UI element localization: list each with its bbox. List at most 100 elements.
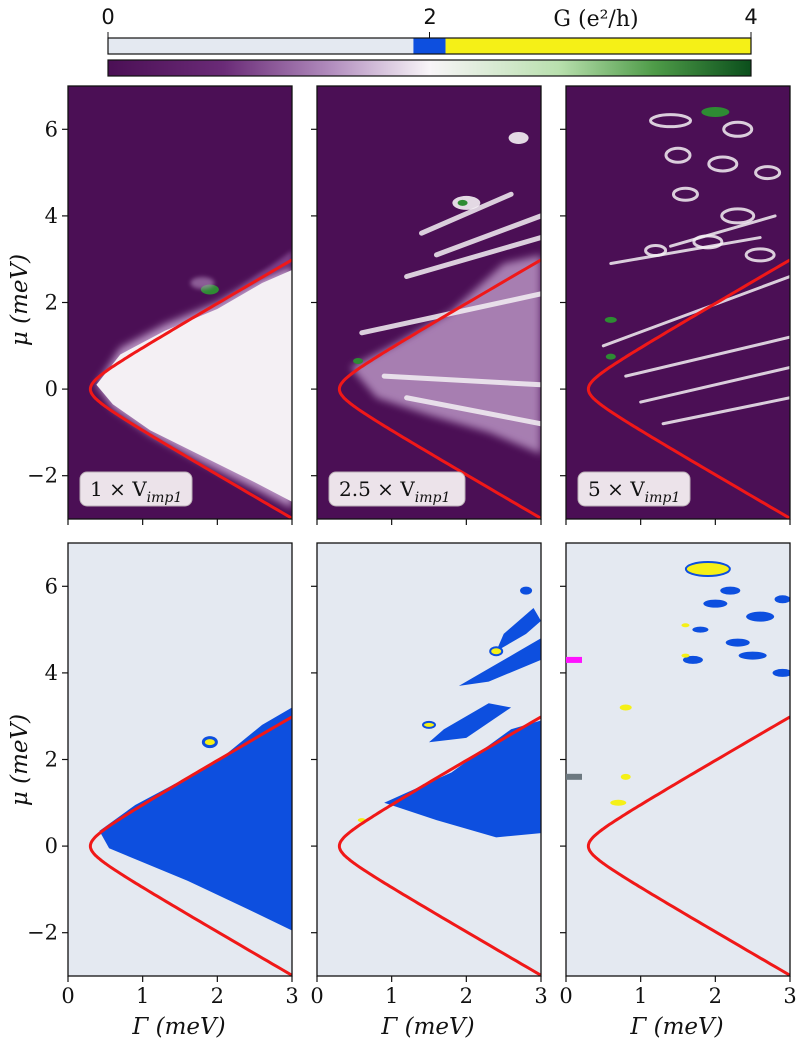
heatmap-conducting-region	[96, 270, 292, 502]
colorbar-gradient	[107, 59, 752, 77]
conductance-plateau	[619, 704, 632, 711]
y-tick-label: 2	[45, 748, 58, 772]
boundary-curve	[88, 258, 292, 519]
heatmap-peak	[353, 357, 364, 364]
heatmap-ring	[754, 165, 782, 181]
impurity-label-main: 2.5 × V	[339, 477, 415, 501]
heatmap-peak	[457, 199, 468, 206]
boundary-curve	[586, 258, 790, 519]
colorbar-band	[445, 38, 751, 54]
impurity-label-subscript: imp1	[415, 490, 451, 506]
x-tick-label: 2	[211, 984, 224, 1008]
y-tick-label: 0	[45, 377, 58, 401]
impurity-label: 2.5 × Vimp1	[339, 477, 450, 506]
conductance-island	[772, 668, 790, 677]
y-tick-label: −2	[27, 464, 58, 488]
x-tick-label: 0	[61, 984, 74, 1008]
conductance-plateau	[684, 560, 731, 577]
x-tick-label: 1	[634, 984, 647, 1008]
heatmap-halo	[190, 277, 215, 290]
heatmap-ring	[722, 120, 754, 138]
colorbar-tick-label: 0	[101, 5, 114, 29]
boundary-curve	[586, 715, 790, 976]
colorbar-band	[108, 38, 414, 54]
colorbar-discrete-bar	[107, 32, 752, 54]
impurity-label: 5 × Vimp1	[588, 477, 680, 506]
conductance-plateau	[422, 720, 436, 729]
panel-bottom-c3: 0 1 2 3	[559, 542, 797, 1008]
conductance-island	[703, 599, 728, 608]
heatmap-streak	[609, 236, 762, 266]
y-tick-label: 2	[45, 291, 58, 315]
conductance-region	[384, 720, 541, 838]
y-axis-label-top: μ (meV)	[7, 254, 33, 346]
conductance-island	[720, 586, 741, 595]
heatmap-peak	[605, 353, 616, 360]
conductance-region	[99, 707, 292, 931]
heatmap-streak	[232, 250, 292, 294]
impurity-label-subscript: imp1	[645, 490, 681, 506]
conductance-plateau	[610, 799, 627, 806]
heatmap-ring	[671, 186, 699, 202]
panel-content	[68, 86, 292, 519]
x-axis-label: Γ (meV)	[131, 1014, 225, 1040]
boundary-curve	[88, 715, 292, 976]
heatmap-streak	[419, 191, 514, 236]
heatmap-peak	[701, 106, 730, 117]
ylabel-bottom-group: μ (meV)	[7, 714, 33, 806]
panel-top-c2: 2.5 × Vimp1	[311, 85, 542, 525]
panel-content	[317, 86, 541, 519]
conductance-island	[520, 586, 533, 595]
x-tick-label: 1	[385, 984, 398, 1008]
heatmap-streak	[381, 373, 541, 388]
panel-top-c3: 5 × Vimp1	[560, 85, 791, 525]
heatmap-background	[566, 86, 790, 519]
colorbar-band	[413, 38, 446, 54]
conductance-island	[774, 595, 790, 604]
panel-content	[566, 86, 790, 519]
x-tick-label: 2	[709, 984, 722, 1008]
heatmap-streak	[639, 365, 790, 404]
x-tick-label: 3	[285, 984, 298, 1008]
y-tick-label: −2	[27, 921, 58, 945]
conductance-island	[692, 626, 709, 633]
heatmap-streak	[433, 213, 541, 258]
panel-bottom-c1: −2 0 2 4 6 0 1 2 3	[27, 542, 299, 1008]
x-axis-label: Γ (meV)	[380, 1014, 474, 1040]
conductance-island	[738, 651, 767, 660]
x-tick-label: 0	[310, 984, 323, 1008]
panel-top-c1: −2 0 2 4 6 1 × Vimp1	[27, 85, 293, 525]
boundary-curve	[337, 258, 541, 519]
ylabel-top-group: μ (meV)	[7, 254, 33, 346]
conductance-plateau	[681, 653, 690, 658]
panel-content	[68, 543, 292, 976]
conductance-plateau	[489, 646, 504, 657]
y-tick-label: 6	[45, 574, 58, 598]
colorbar-discrete-frame	[107, 37, 752, 55]
colorbar-title: G (e²/h)	[553, 7, 638, 32]
heatmap-ring	[649, 113, 693, 129]
colorbar-tick-label: 4	[744, 5, 757, 29]
conductance-island	[725, 638, 750, 647]
heatmap-streak	[669, 214, 777, 248]
heatmap-streak	[404, 235, 541, 280]
impurity-label-box	[328, 471, 466, 507]
heatmap-streak	[624, 335, 790, 378]
impurity-label-box	[577, 471, 691, 507]
impurity-label-subscript: imp1	[147, 490, 183, 506]
y-axis-label-bottom: μ (meV)	[7, 714, 33, 806]
x-tick-label: 2	[460, 984, 473, 1008]
y-tick-label: 6	[45, 117, 58, 141]
heatmap-ring	[707, 155, 739, 173]
heatmap-streak	[404, 395, 541, 427]
y-tick-label: 4	[45, 204, 58, 228]
y-tick-label: 0	[45, 834, 58, 858]
panel-bottom-c2: 0 1 2 3	[310, 542, 548, 1008]
conductance-plateau	[620, 773, 631, 780]
boundary-curve	[337, 715, 541, 976]
magenta-marker	[566, 656, 582, 663]
impurity-label-main: 5 × V	[588, 477, 645, 501]
x-tick-label: 3	[534, 984, 547, 1008]
